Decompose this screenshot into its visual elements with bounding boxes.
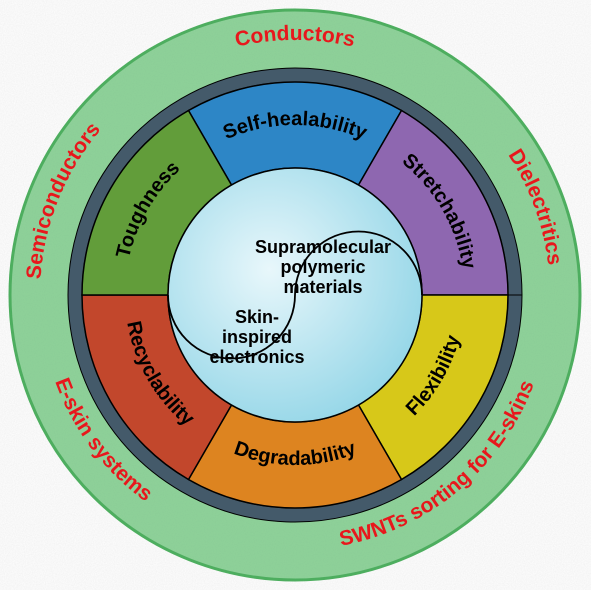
diagram-container: ConductorsDielectriticsSWNTs sorting for… [0,0,591,590]
circular-diagram: ConductorsDielectriticsSWNTs sorting for… [0,0,591,590]
